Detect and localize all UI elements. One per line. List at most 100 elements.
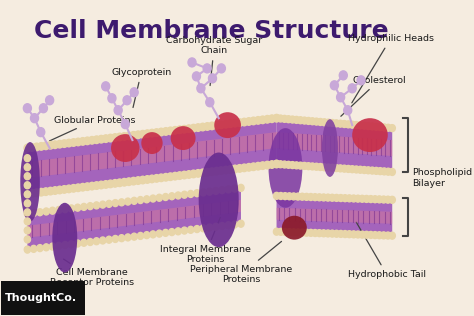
Circle shape bbox=[312, 229, 318, 236]
Circle shape bbox=[43, 244, 49, 251]
Circle shape bbox=[68, 241, 74, 248]
Circle shape bbox=[24, 164, 30, 171]
Circle shape bbox=[278, 228, 284, 235]
Circle shape bbox=[303, 193, 310, 200]
Polygon shape bbox=[276, 132, 392, 156]
Circle shape bbox=[204, 168, 211, 176]
Circle shape bbox=[37, 209, 43, 216]
Circle shape bbox=[305, 163, 311, 170]
Circle shape bbox=[156, 230, 163, 237]
Circle shape bbox=[30, 245, 37, 252]
Circle shape bbox=[299, 229, 305, 236]
Circle shape bbox=[213, 122, 220, 129]
Circle shape bbox=[278, 192, 284, 199]
Circle shape bbox=[137, 197, 144, 204]
Circle shape bbox=[139, 131, 146, 138]
Circle shape bbox=[130, 88, 138, 97]
Circle shape bbox=[153, 129, 160, 136]
Circle shape bbox=[172, 172, 178, 180]
Circle shape bbox=[218, 121, 225, 129]
Circle shape bbox=[125, 234, 131, 241]
Circle shape bbox=[337, 195, 344, 202]
Circle shape bbox=[329, 230, 336, 237]
Circle shape bbox=[369, 123, 375, 130]
Circle shape bbox=[355, 195, 361, 202]
Circle shape bbox=[46, 96, 54, 105]
Text: Carbohydrate Sugar
Chain: Carbohydrate Sugar Chain bbox=[166, 36, 263, 86]
Circle shape bbox=[55, 242, 62, 249]
Circle shape bbox=[150, 195, 156, 202]
Circle shape bbox=[273, 192, 280, 199]
Circle shape bbox=[107, 180, 114, 188]
Circle shape bbox=[209, 122, 215, 130]
Circle shape bbox=[310, 163, 316, 170]
Circle shape bbox=[24, 155, 30, 162]
Circle shape bbox=[79, 138, 86, 145]
Text: Cholesterol: Cholesterol bbox=[341, 76, 406, 116]
Circle shape bbox=[282, 161, 288, 168]
Circle shape bbox=[195, 124, 201, 131]
Circle shape bbox=[112, 200, 118, 207]
Circle shape bbox=[84, 137, 91, 145]
Circle shape bbox=[195, 170, 201, 177]
Circle shape bbox=[250, 117, 257, 125]
Circle shape bbox=[368, 196, 374, 203]
Circle shape bbox=[373, 123, 379, 130]
Circle shape bbox=[290, 116, 296, 123]
Circle shape bbox=[361, 167, 367, 173]
Circle shape bbox=[227, 166, 234, 173]
Circle shape bbox=[213, 167, 220, 175]
Circle shape bbox=[156, 194, 163, 201]
Circle shape bbox=[209, 168, 215, 175]
Circle shape bbox=[286, 229, 292, 236]
Circle shape bbox=[273, 160, 280, 168]
Circle shape bbox=[33, 189, 40, 197]
Circle shape bbox=[273, 228, 280, 235]
Circle shape bbox=[264, 116, 271, 123]
Circle shape bbox=[130, 131, 137, 139]
Circle shape bbox=[24, 210, 30, 217]
Circle shape bbox=[330, 81, 338, 90]
Circle shape bbox=[89, 182, 95, 190]
Circle shape bbox=[116, 133, 123, 141]
Circle shape bbox=[24, 209, 30, 216]
Polygon shape bbox=[27, 200, 241, 238]
Circle shape bbox=[188, 191, 194, 198]
Polygon shape bbox=[27, 132, 276, 178]
Ellipse shape bbox=[199, 153, 239, 247]
Circle shape bbox=[207, 188, 213, 195]
Circle shape bbox=[349, 166, 356, 173]
Circle shape bbox=[273, 161, 280, 167]
Circle shape bbox=[52, 187, 58, 194]
Circle shape bbox=[377, 124, 383, 131]
Circle shape bbox=[24, 173, 30, 180]
Circle shape bbox=[37, 245, 43, 252]
Ellipse shape bbox=[171, 126, 196, 150]
Circle shape bbox=[222, 120, 229, 128]
Circle shape bbox=[337, 165, 344, 172]
Polygon shape bbox=[27, 118, 276, 194]
Circle shape bbox=[317, 163, 324, 170]
Circle shape bbox=[65, 185, 73, 193]
Circle shape bbox=[114, 106, 122, 115]
Circle shape bbox=[24, 144, 31, 152]
Circle shape bbox=[81, 204, 87, 210]
Circle shape bbox=[24, 200, 30, 207]
Circle shape bbox=[293, 116, 300, 123]
Circle shape bbox=[213, 187, 219, 194]
Circle shape bbox=[238, 184, 244, 191]
Circle shape bbox=[98, 181, 105, 189]
Circle shape bbox=[313, 118, 319, 125]
Circle shape bbox=[295, 193, 301, 200]
Circle shape bbox=[269, 161, 275, 168]
Circle shape bbox=[190, 125, 197, 132]
Circle shape bbox=[365, 123, 372, 130]
Circle shape bbox=[333, 165, 339, 172]
Circle shape bbox=[135, 131, 142, 138]
Circle shape bbox=[241, 164, 247, 172]
Circle shape bbox=[106, 236, 112, 243]
Circle shape bbox=[148, 175, 155, 183]
Text: Phospholipid
Bilayer: Phospholipid Bilayer bbox=[412, 168, 472, 188]
Circle shape bbox=[273, 115, 280, 122]
Circle shape bbox=[373, 167, 379, 174]
